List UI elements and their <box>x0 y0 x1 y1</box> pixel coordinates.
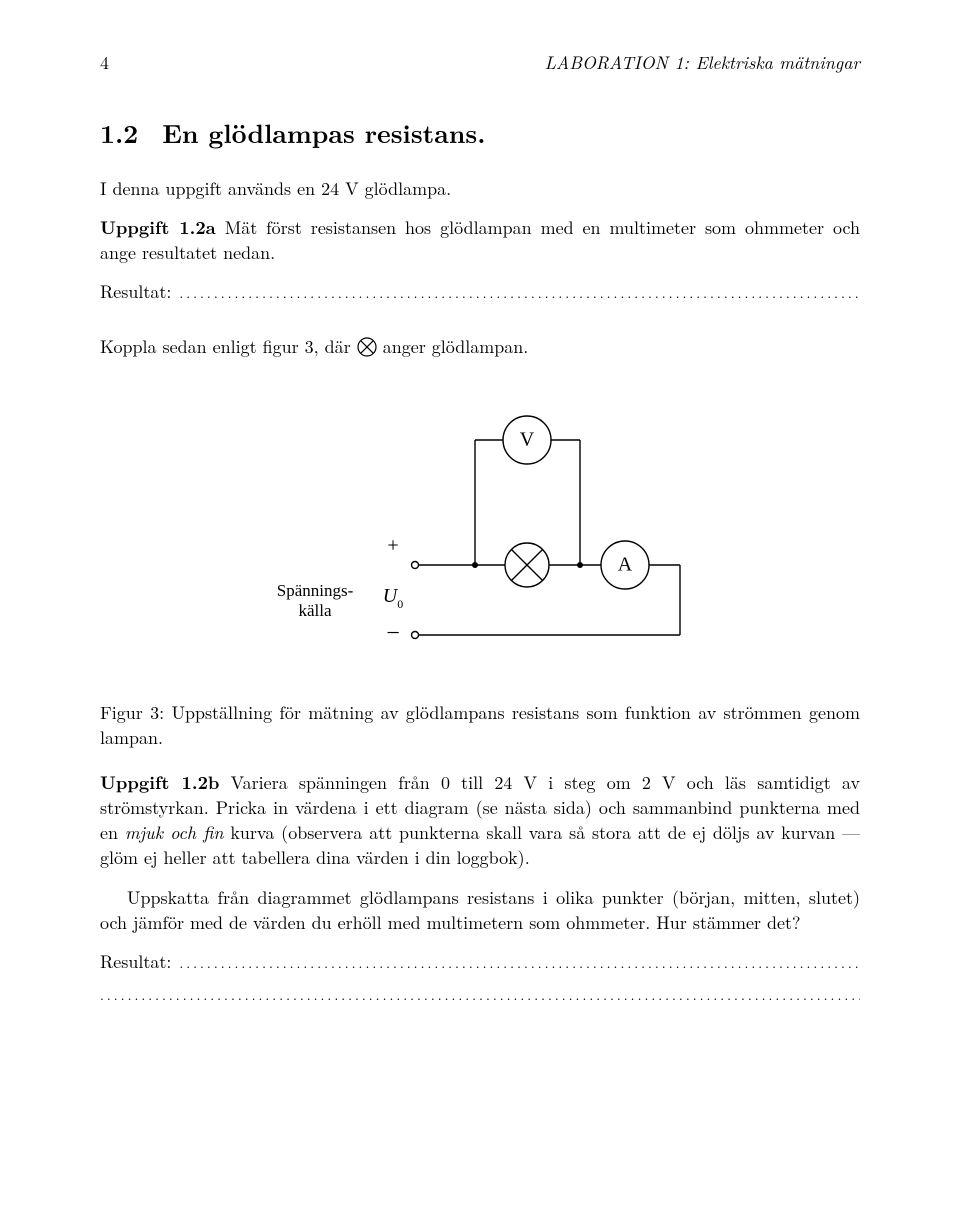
uppgift-1-2b-label: Uppgift 1.2b <box>100 770 219 795</box>
section-title: En glödlampas resistans. <box>162 114 485 151</box>
svg-text:−: − <box>386 620 400 646</box>
resultat-line-2: Resultat: ..............................… <box>100 949 860 974</box>
uppgift-1-2a-label: Uppgift 1.2a <box>100 215 216 240</box>
uppgift-1-2a-paragraph: Uppgift 1.2a Mät först resistansen hos g… <box>100 215 860 265</box>
uppgift-1-2b-paragraph: Uppgift 1.2b Variera spänningen från 0 t… <box>100 770 860 871</box>
section-heading: 1.2 En glödlampas resistans. <box>100 115 860 151</box>
dotted-line: ........................................… <box>100 988 860 1002</box>
svg-text:Spännings-: Spännings- <box>277 580 354 599</box>
svg-text:källa: källa <box>298 600 331 619</box>
running-title: LABORATION 1: Elektriska mätningar <box>545 50 860 75</box>
dotted-fill: ........................................… <box>171 954 860 974</box>
uppgift-1-2b-italic: mjuk och fin <box>125 820 224 845</box>
intro-paragraph: I denna uppgift används en 24 V glödlamp… <box>100 176 860 201</box>
figure-caption-text: Uppställning för mätning av glödlampans … <box>100 700 860 750</box>
koppla-after: anger glödlampan. <box>377 334 529 359</box>
dotted-fill: ........................................… <box>171 284 860 304</box>
section-number: 1.2 <box>100 114 138 151</box>
koppla-before: Koppla sedan enligt figur 3, där <box>100 334 357 359</box>
svg-text:V: V <box>520 428 535 450</box>
resultat-label: Resultat: <box>100 949 171 974</box>
page-number: 4 <box>100 50 109 75</box>
svg-text:U0: U0 <box>383 585 403 611</box>
circuit-figure: V A + − U0 Spännings-källa <box>100 400 860 660</box>
uppskatta-paragraph: Uppskatta från diagrammet glödlampans re… <box>100 885 860 935</box>
resultat-label: Resultat: <box>100 279 171 304</box>
figure-caption: Figur 3: Uppställning för mätning av glö… <box>100 700 860 750</box>
figure-label: Figur 3: <box>100 700 164 725</box>
resultat-line-1: Resultat: ..............................… <box>100 279 860 304</box>
circuit-diagram: V A + − U0 Spännings-källa <box>265 400 695 660</box>
page-header: 4 LABORATION 1: Elektriska mätningar <box>100 50 860 75</box>
svg-text:+: + <box>387 534 398 556</box>
koppla-paragraph: Koppla sedan enligt figur 3, där anger g… <box>100 334 860 359</box>
lamp-symbol-icon <box>357 337 377 357</box>
svg-text:A: A <box>618 553 633 575</box>
